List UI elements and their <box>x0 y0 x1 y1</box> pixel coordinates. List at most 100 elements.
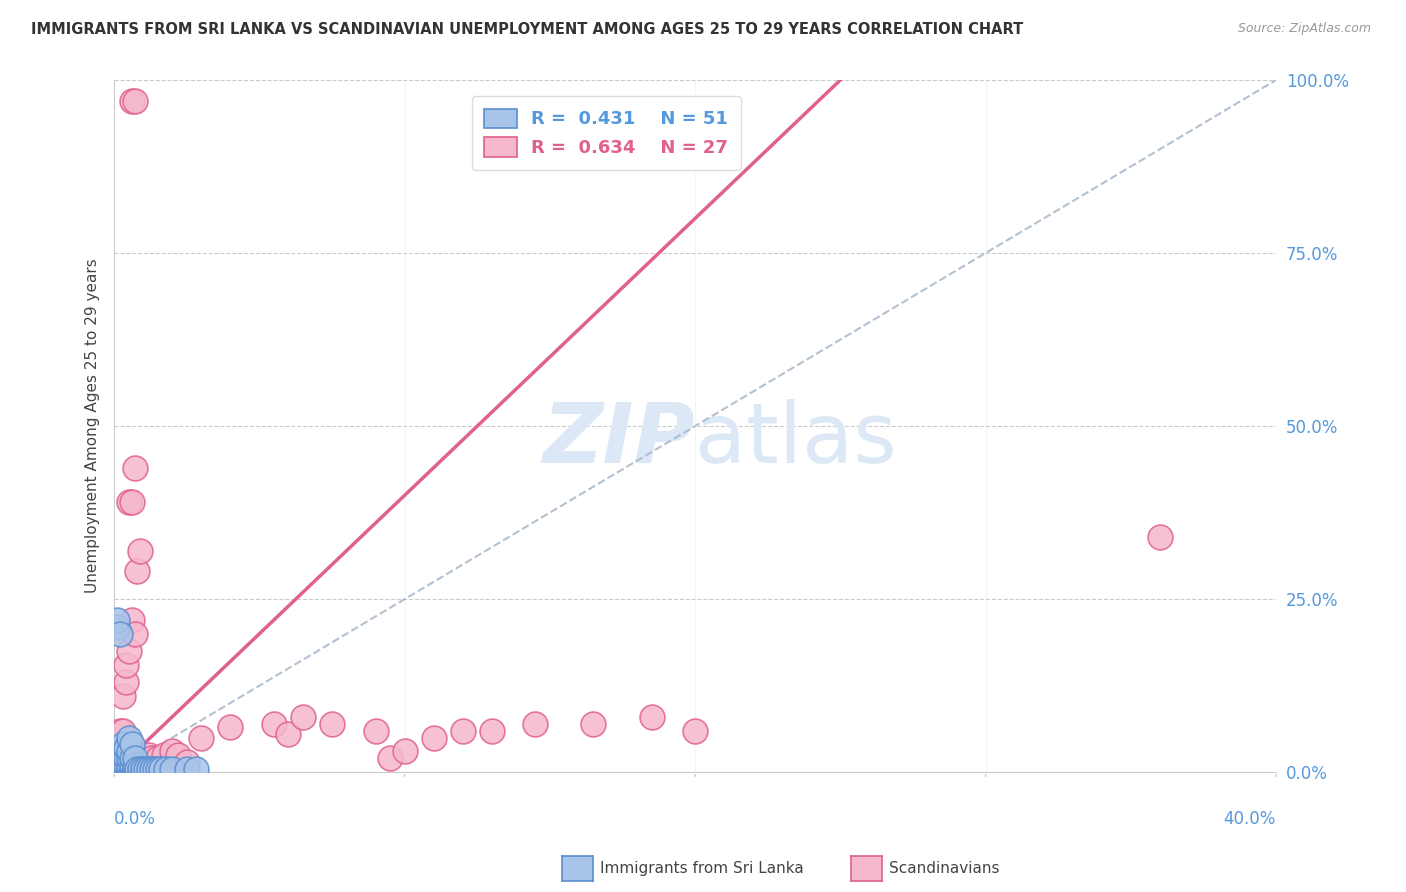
Point <box>108 744 131 758</box>
Point <box>167 747 190 762</box>
Point <box>121 94 143 108</box>
Point <box>114 762 136 776</box>
Point <box>121 751 143 765</box>
Point <box>149 762 172 776</box>
Text: 40.0%: 40.0% <box>1223 810 1277 829</box>
Point <box>114 675 136 690</box>
Point <box>118 762 141 776</box>
Text: Scandinavians: Scandinavians <box>889 862 1000 876</box>
Point <box>132 755 155 769</box>
Text: Source: ZipAtlas.com: Source: ZipAtlas.com <box>1237 22 1371 36</box>
Point <box>451 723 474 738</box>
Point <box>111 689 134 703</box>
Point <box>127 762 149 776</box>
Point <box>582 716 605 731</box>
Point <box>108 626 131 640</box>
Point <box>111 762 134 776</box>
Point <box>111 723 134 738</box>
Point <box>121 762 143 776</box>
Point <box>118 495 141 509</box>
Point <box>121 613 143 627</box>
Point <box>118 731 141 745</box>
Point <box>108 758 131 772</box>
Point <box>219 720 242 734</box>
Point <box>162 744 184 758</box>
Point <box>683 723 706 738</box>
Point <box>124 751 146 765</box>
Point <box>105 762 128 776</box>
Point <box>108 723 131 738</box>
Point <box>155 762 177 776</box>
Point <box>146 762 169 776</box>
Point <box>422 731 444 745</box>
Point <box>364 723 387 738</box>
Point <box>118 758 141 772</box>
Point <box>111 738 134 752</box>
Point <box>184 762 207 776</box>
Point <box>129 765 152 780</box>
Point <box>105 751 128 765</box>
Text: Immigrants from Sri Lanka: Immigrants from Sri Lanka <box>600 862 804 876</box>
Point <box>152 747 174 762</box>
Point <box>114 740 136 755</box>
Point <box>124 460 146 475</box>
Point <box>105 613 128 627</box>
Point <box>277 727 299 741</box>
Point <box>111 758 134 772</box>
Point <box>121 758 143 772</box>
Point <box>114 758 136 772</box>
Point <box>176 755 198 769</box>
Point <box>1149 530 1171 544</box>
Text: ZIP: ZIP <box>543 400 695 481</box>
Point <box>138 762 160 776</box>
Point <box>114 765 136 780</box>
Point <box>524 716 547 731</box>
Point <box>118 744 141 758</box>
Point <box>103 765 125 780</box>
Point <box>118 765 141 780</box>
Point <box>263 716 285 731</box>
Point <box>108 751 131 765</box>
Legend: R =  0.431    N = 51, R =  0.634    N = 27: R = 0.431 N = 51, R = 0.634 N = 27 <box>472 96 741 170</box>
Point <box>132 762 155 776</box>
Point <box>129 762 152 776</box>
Point <box>114 657 136 672</box>
Point <box>108 762 131 776</box>
Point <box>105 765 128 780</box>
Point <box>124 94 146 108</box>
Point <box>143 762 166 776</box>
Point <box>124 758 146 772</box>
Point <box>132 765 155 780</box>
Point <box>108 765 131 780</box>
Point <box>118 644 141 658</box>
Point <box>129 543 152 558</box>
Point <box>111 747 134 762</box>
Point <box>135 751 157 765</box>
Point <box>124 626 146 640</box>
Point <box>141 751 163 765</box>
Point <box>141 762 163 776</box>
Point <box>640 710 662 724</box>
Point <box>111 765 134 780</box>
Text: atlas: atlas <box>695 400 897 481</box>
Point <box>127 765 149 780</box>
Point <box>135 762 157 776</box>
Text: 0.0%: 0.0% <box>114 810 156 829</box>
Point <box>394 744 416 758</box>
Point <box>321 716 343 731</box>
Point <box>162 762 184 776</box>
Point <box>190 731 212 745</box>
Point <box>176 762 198 776</box>
Point <box>124 765 146 780</box>
Point <box>127 565 149 579</box>
Point <box>118 751 141 765</box>
Point <box>138 747 160 762</box>
Text: IMMIGRANTS FROM SRI LANKA VS SCANDINAVIAN UNEMPLOYMENT AMONG AGES 25 TO 29 YEARS: IMMIGRANTS FROM SRI LANKA VS SCANDINAVIA… <box>31 22 1024 37</box>
Point <box>146 751 169 765</box>
Point <box>481 723 503 738</box>
Y-axis label: Unemployment Among Ages 25 to 29 years: Unemployment Among Ages 25 to 29 years <box>86 259 100 593</box>
Point <box>124 762 146 776</box>
Point <box>378 751 401 765</box>
Point <box>105 620 128 634</box>
Point <box>114 751 136 765</box>
